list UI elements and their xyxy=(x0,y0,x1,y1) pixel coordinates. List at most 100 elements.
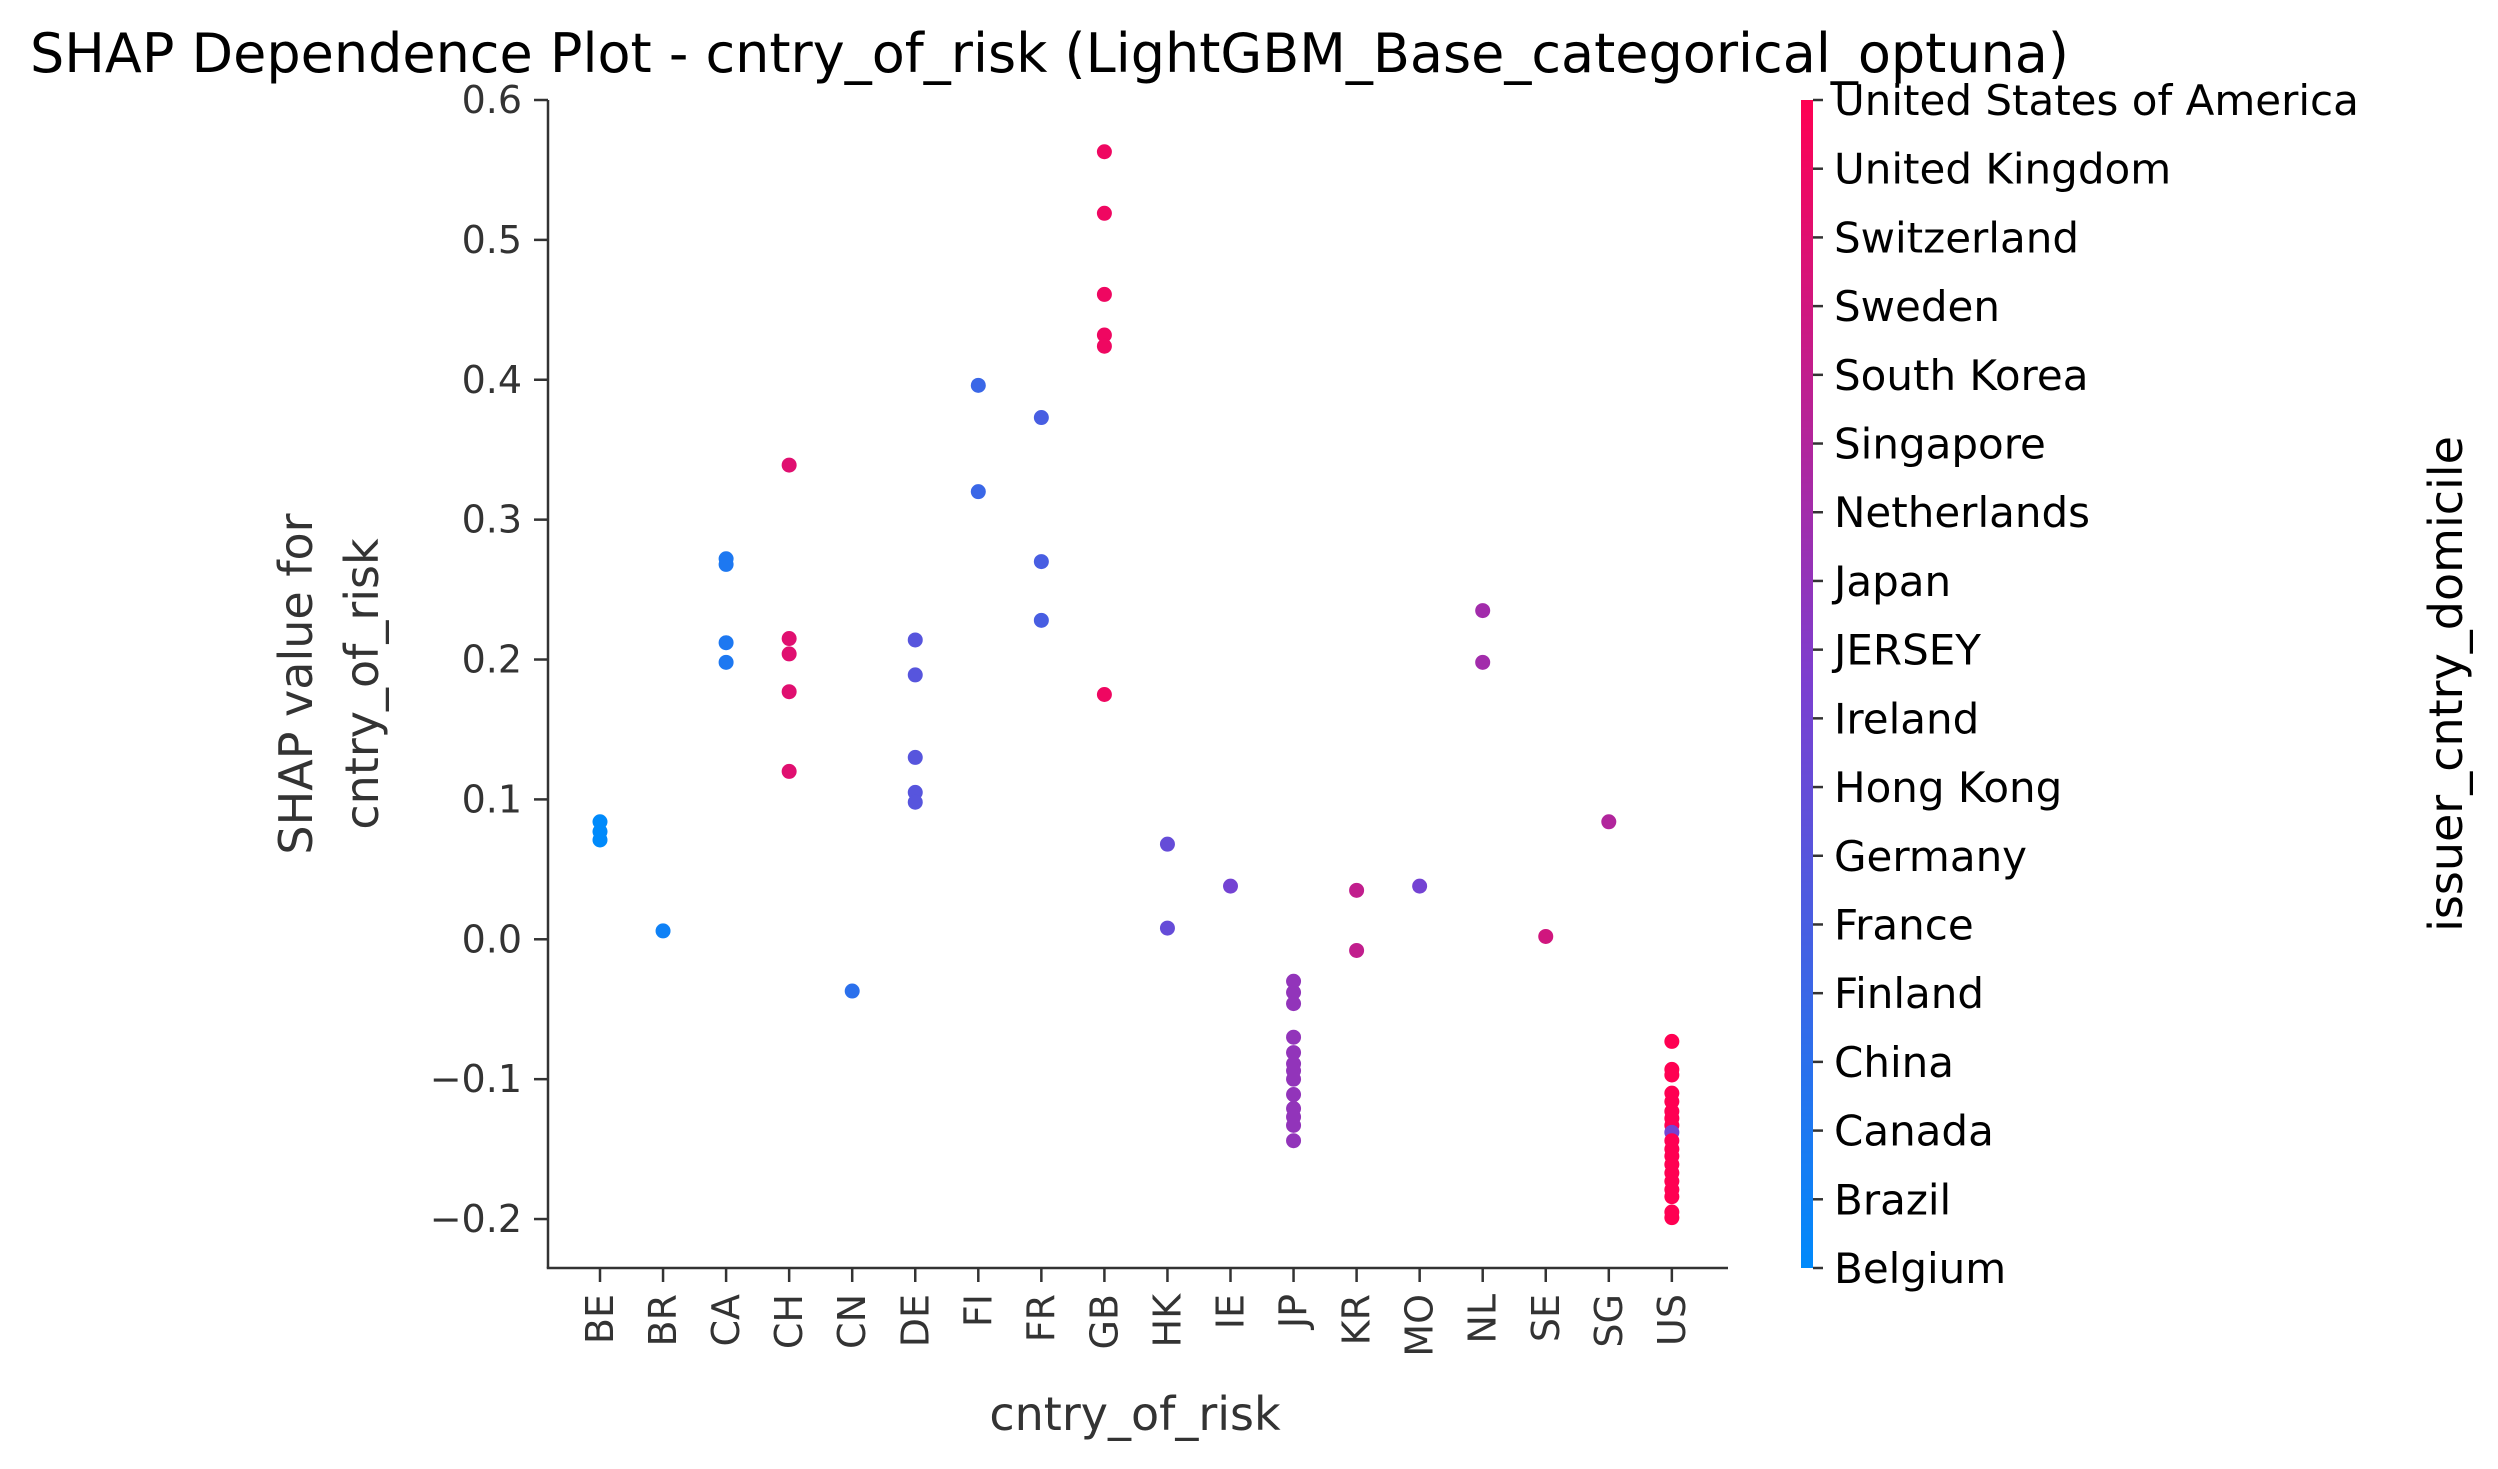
colorbar-gradient xyxy=(1801,100,1813,1268)
x-ticks: BE BR CA CH CN DE FI FR GB HK IE JP KR MO NL SE SG US xyxy=(578,1268,1694,1357)
x-tick-label: CH xyxy=(767,1294,811,1349)
x-tick-label: GB xyxy=(1082,1294,1126,1350)
data-point xyxy=(970,484,986,500)
plot-area: −0.2 −0.1 0.0 0.1 0.2 0.3 0.4 0.5 0.6 BE BR CA CH CN… xyxy=(430,78,1728,1357)
data-point xyxy=(781,457,797,473)
data-point xyxy=(1096,686,1112,702)
y-axis-label-line-1: SHAP value for xyxy=(269,513,323,854)
x-tick-label: FI xyxy=(956,1294,1000,1327)
data-point xyxy=(1223,878,1238,894)
x-tick-label: MO xyxy=(1398,1294,1442,1357)
x-tick-label: CN xyxy=(830,1294,874,1349)
colorbar-tick-label: Hong Kong xyxy=(1834,763,2062,812)
data-point xyxy=(907,667,923,683)
colorbar-tick-label: JERSEY xyxy=(1831,626,1981,675)
x-axis-label: cntry_of_risk xyxy=(989,1387,1281,1441)
data-points xyxy=(592,144,1680,1226)
data-point xyxy=(1096,286,1112,302)
data-point xyxy=(1664,1189,1680,1205)
x-tick-label: HK xyxy=(1145,1293,1189,1348)
data-point xyxy=(1033,612,1049,628)
y-tick-label: −0.2 xyxy=(430,1197,522,1241)
data-point xyxy=(718,654,734,670)
colorbar-tick-label: France xyxy=(1834,900,1974,949)
y-axis-label: SHAP value for cntry_of_risk xyxy=(269,513,389,854)
data-point xyxy=(1349,942,1365,958)
data-point xyxy=(1412,878,1428,894)
x-tick-label: SE xyxy=(1524,1294,1568,1342)
data-point xyxy=(1286,984,1302,1000)
data-point xyxy=(1664,1210,1680,1226)
data-point xyxy=(1601,814,1617,830)
data-point xyxy=(1286,1117,1302,1133)
y-tick-label: 0.1 xyxy=(462,777,522,821)
colorbar-tick-label: Finland xyxy=(1834,969,1984,1018)
colorbar-tick-label: Japan xyxy=(1831,557,1951,606)
colorbar-tick-label: Sweden xyxy=(1834,282,2000,331)
data-point xyxy=(781,684,797,700)
data-point xyxy=(1159,920,1175,936)
data-point xyxy=(1096,338,1112,354)
data-point xyxy=(1349,882,1365,898)
x-tick-label: SG xyxy=(1587,1294,1631,1348)
data-point xyxy=(1286,973,1302,989)
data-point xyxy=(970,377,986,393)
data-point xyxy=(1286,1029,1302,1045)
y-tick-label: −0.1 xyxy=(430,1057,522,1101)
data-point xyxy=(1033,410,1049,426)
colorbar-tick-label: China xyxy=(1834,1038,1954,1087)
colorbar-tick-label: Singapore xyxy=(1834,420,2046,469)
x-tick-label: NL xyxy=(1461,1294,1505,1344)
y-tick-label: 0.2 xyxy=(462,638,522,682)
data-point xyxy=(1096,144,1112,160)
colorbar-title: issuer_cntry_domicile xyxy=(2419,436,2473,932)
data-point xyxy=(718,635,734,651)
y-tick-label: 0.0 xyxy=(462,917,522,961)
data-point xyxy=(718,556,734,572)
data-point xyxy=(907,749,923,765)
y-tick-label: 0.5 xyxy=(462,218,522,262)
x-tick-label: JP xyxy=(1272,1294,1316,1330)
data-point xyxy=(1475,603,1491,619)
x-tick-label: BR xyxy=(641,1294,685,1346)
data-point xyxy=(781,646,797,662)
data-point xyxy=(1286,1087,1302,1103)
data-point xyxy=(1286,1045,1302,1061)
data-point xyxy=(1286,1133,1302,1149)
data-point xyxy=(1475,654,1491,670)
data-point xyxy=(781,631,797,647)
colorbar: Belgium Brazil Canada China Finland France Ger… xyxy=(1801,76,2359,1293)
data-point xyxy=(592,832,608,848)
data-point xyxy=(907,632,923,648)
data-point xyxy=(1664,1067,1680,1083)
data-point xyxy=(655,923,671,939)
data-point xyxy=(1159,836,1175,852)
data-point xyxy=(1286,1071,1302,1087)
y-ticks: −0.2 −0.1 0.0 0.1 0.2 0.3 0.4 0.5 0.6 xyxy=(430,78,548,1241)
data-point xyxy=(907,794,923,810)
data-point xyxy=(1538,928,1554,944)
colorbar-tick-label: Canada xyxy=(1834,1107,1994,1156)
data-point xyxy=(844,983,860,999)
x-tick-label: CA xyxy=(704,1294,748,1347)
data-point xyxy=(781,763,797,779)
x-tick-label: US xyxy=(1650,1294,1694,1346)
colorbar-tick-label: Belgium xyxy=(1834,1244,2006,1293)
x-tick-label: BE xyxy=(578,1294,622,1344)
x-tick-label: KR xyxy=(1335,1294,1379,1345)
x-tick-label: DE xyxy=(893,1294,937,1347)
colorbar-tick-label: Netherlands xyxy=(1834,488,2090,537)
data-point xyxy=(1286,996,1302,1012)
y-tick-label: 0.4 xyxy=(462,358,522,402)
x-tick-label: FR xyxy=(1019,1294,1063,1342)
data-point xyxy=(1096,205,1112,221)
colorbar-tick-label: United Kingdom xyxy=(1834,145,2171,194)
colorbar-ticks: Belgium Brazil Canada China Finland France Ger… xyxy=(1813,76,2359,1293)
y-tick-label: 0.3 xyxy=(462,498,522,542)
colorbar-tick-label: Switzerland xyxy=(1834,213,2079,262)
colorbar-tick-label: Ireland xyxy=(1834,694,1979,743)
data-point xyxy=(1664,1033,1680,1049)
y-axis-label-line-2: cntry_of_risk xyxy=(335,538,389,830)
chart-title: SHAP Dependence Plot - cntry_of_risk (Li… xyxy=(30,22,2069,85)
